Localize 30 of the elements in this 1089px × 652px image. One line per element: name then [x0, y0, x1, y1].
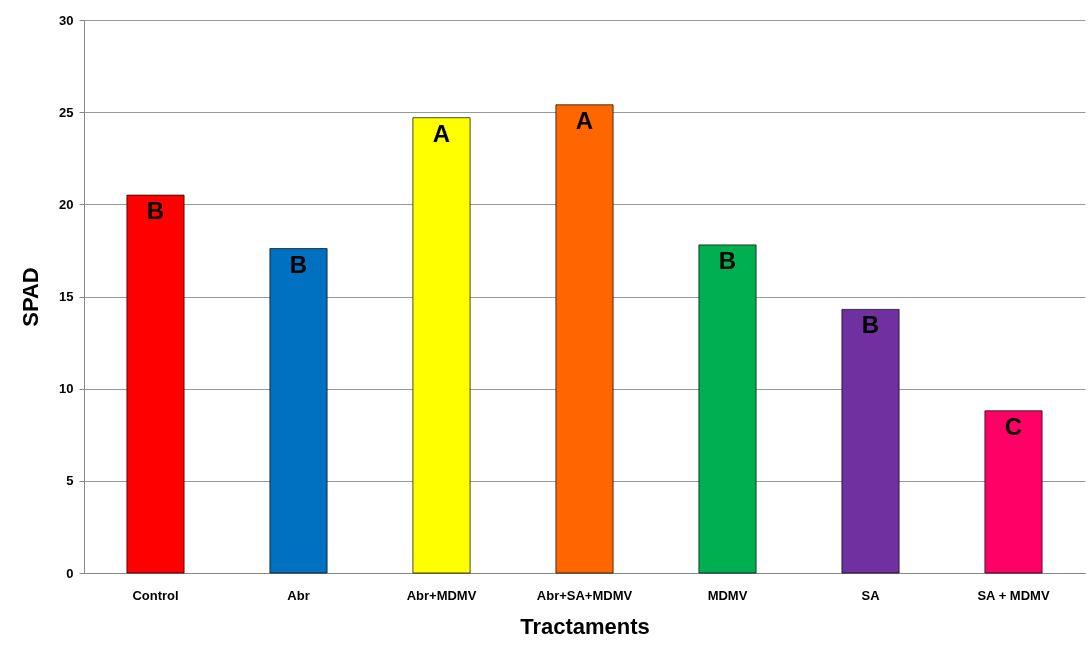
- annotation: C: [1004, 412, 1023, 440]
- x-tick-label: Control: [132, 587, 179, 603]
- y-tick-label: 25: [59, 104, 74, 120]
- x-tick-label: SA: [861, 587, 881, 603]
- bar: [984, 410, 1043, 574]
- x-tick-label: Abr: [287, 587, 310, 603]
- annotation: B: [718, 246, 737, 274]
- y-tick-label: 15: [59, 289, 74, 304]
- x-tick-label: Abr+SA+MDMV: [536, 587, 633, 603]
- y-axis-title: SPAD: [18, 267, 44, 327]
- x-tick-label: Abr+MDMV: [406, 587, 477, 603]
- x-tick-label: MDMV: [707, 587, 748, 603]
- annotation: B: [146, 197, 165, 225]
- x-axis-title: Tractaments: [520, 613, 650, 639]
- y-tick-label: 10: [59, 381, 74, 397]
- y-tick-label: 0: [66, 565, 74, 581]
- annotation: B: [861, 311, 880, 339]
- bar: [412, 117, 471, 574]
- bar: [555, 104, 614, 574]
- bar: [126, 194, 185, 574]
- bar: [841, 309, 900, 574]
- y-tick-label: 30: [59, 12, 74, 28]
- bar: [269, 248, 328, 574]
- annotation: B: [289, 250, 308, 278]
- bar: [698, 244, 757, 574]
- y-tick-label: 20: [59, 196, 74, 212]
- annotation: A: [432, 119, 451, 147]
- annotation: A: [575, 106, 594, 134]
- y-tick-label: 5: [66, 473, 74, 489]
- x-tick-label: SA + MDMV: [977, 587, 1050, 603]
